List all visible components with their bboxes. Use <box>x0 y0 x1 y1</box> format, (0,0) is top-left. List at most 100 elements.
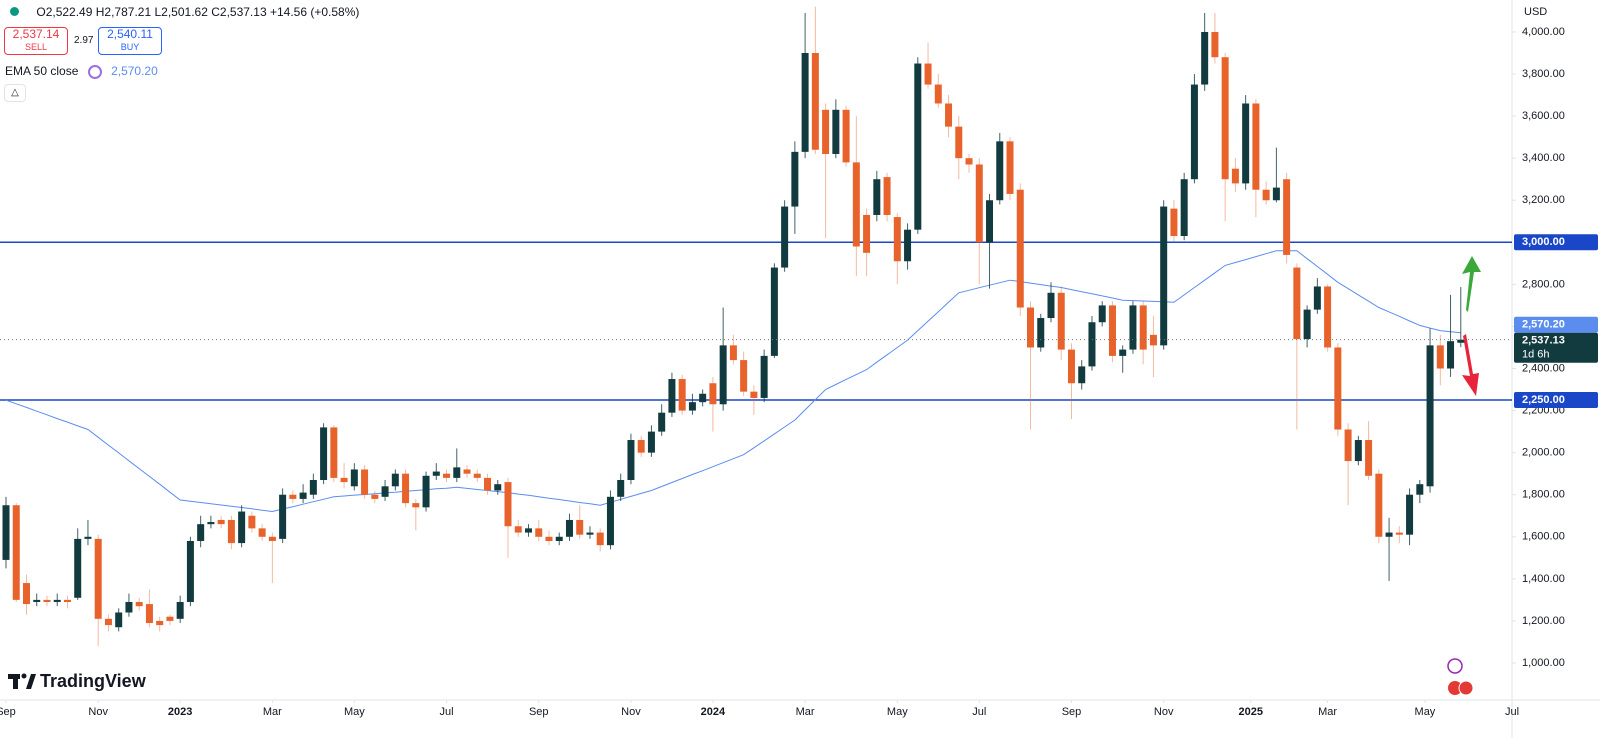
indicator-legend: EMA 50 close 2,570.20 <box>5 64 158 79</box>
candle-body <box>904 229 912 262</box>
candle-body <box>1293 267 1301 340</box>
candle-body <box>514 526 522 533</box>
candle-body <box>627 440 635 480</box>
candle-body <box>1098 305 1106 323</box>
candle-body <box>893 217 901 262</box>
candle-body <box>1272 187 1280 201</box>
candle-body <box>1108 305 1116 356</box>
y-tick-label: 1,400.00 <box>1522 573 1565 585</box>
candle-body <box>965 158 973 165</box>
x-tick-label: Nov <box>88 706 108 718</box>
x-tick-label: 2024 <box>701 706 726 718</box>
candle-body <box>1447 341 1455 369</box>
ohlc-value: 2,787.21 <box>104 5 152 19</box>
candle-body <box>135 601 143 607</box>
candle-body <box>289 494 297 499</box>
sell-button[interactable]: 2,537.14 SELL <box>4 27 68 55</box>
candle-body <box>504 482 512 527</box>
tv-logo <box>8 673 36 689</box>
ohlc-key: H <box>95 5 105 19</box>
candle-body <box>555 536 563 541</box>
candle-body <box>996 141 1004 201</box>
candle-body <box>678 379 686 411</box>
y-tick-label: 3,800.00 <box>1522 68 1565 80</box>
candle-body <box>43 599 51 602</box>
candle-body <box>945 103 953 127</box>
candle-body <box>934 84 942 104</box>
candle-body <box>115 612 123 628</box>
candle-body <box>545 536 553 541</box>
candle-body <box>258 528 266 537</box>
event-icon[interactable] <box>1448 681 1462 695</box>
collapse-button[interactable]: △ <box>4 84 26 102</box>
candle-body <box>781 206 789 268</box>
candle-body <box>719 345 727 405</box>
x-tick-label: Sep <box>529 706 549 718</box>
candle-body <box>371 494 379 499</box>
candle-body <box>658 412 666 432</box>
candle-body <box>227 519 235 544</box>
currency[interactable]: USD <box>1524 6 1547 18</box>
event-icon[interactable] <box>1447 658 1463 674</box>
indicator-icon[interactable] <box>87 64 102 79</box>
candle-body <box>1119 349 1127 356</box>
candle-body <box>104 618 112 626</box>
candle-body <box>473 473 481 478</box>
candle-body <box>33 599 41 602</box>
candle-body <box>340 477 348 483</box>
x-tick-label: Nov <box>1154 706 1174 718</box>
countdown: 1d 6h <box>1522 349 1550 361</box>
candle-body <box>822 109 830 154</box>
candle-body <box>197 524 205 541</box>
candle-body <box>1139 305 1147 350</box>
candle-body <box>842 109 850 163</box>
candle-body <box>74 538 82 598</box>
candle-body <box>494 484 502 491</box>
candle-body <box>811 53 819 150</box>
x-tick-label: 2023 <box>168 706 192 718</box>
candle-body <box>1416 484 1424 495</box>
y-tick-label: 3,600.00 <box>1522 110 1565 122</box>
candle-body <box>1334 347 1342 430</box>
candle-body <box>668 379 676 413</box>
candle-body <box>729 345 737 361</box>
candle-body <box>1252 103 1260 190</box>
down-arrow <box>1462 334 1479 396</box>
ohlc-value: 2,537.13 <box>219 5 267 19</box>
candle-body <box>1242 103 1250 184</box>
candle-body <box>1365 440 1373 476</box>
x-tick-label: May <box>344 706 365 718</box>
ohlc-key: L <box>154 5 162 19</box>
candle-body <box>268 536 276 541</box>
candle-body <box>1078 366 1086 384</box>
candle-body <box>1231 168 1239 184</box>
ema-label: 2,570.20 <box>1522 319 1565 331</box>
candle-body <box>350 469 358 487</box>
candle-body <box>217 519 225 525</box>
candle-body <box>1313 286 1321 310</box>
candle-body <box>84 536 92 539</box>
candle-body <box>443 473 451 478</box>
buy-button[interactable]: 2,540.11 BUY <box>98 27 162 55</box>
event-icon[interactable] <box>1458 680 1474 696</box>
candle-body <box>2 505 10 560</box>
candle-body <box>1057 292 1065 350</box>
candle-body <box>94 538 102 619</box>
candle-body <box>238 511 246 544</box>
candle-body <box>760 355 768 398</box>
candle-body <box>1303 309 1311 340</box>
candle-body <box>586 532 594 535</box>
candle-body <box>12 505 20 600</box>
x-tick-label: Sep <box>0 706 16 718</box>
candle-body <box>1221 57 1229 180</box>
candle-body <box>1375 473 1383 537</box>
candle-body <box>637 440 645 453</box>
y-tick-label: 1,800.00 <box>1522 489 1565 501</box>
sell-label: SELL <box>24 42 48 52</box>
candle-body <box>1180 179 1188 236</box>
candle-body <box>412 503 420 508</box>
candle-body <box>832 109 840 154</box>
candle-body <box>1457 339 1465 343</box>
candle-body <box>22 583 30 605</box>
